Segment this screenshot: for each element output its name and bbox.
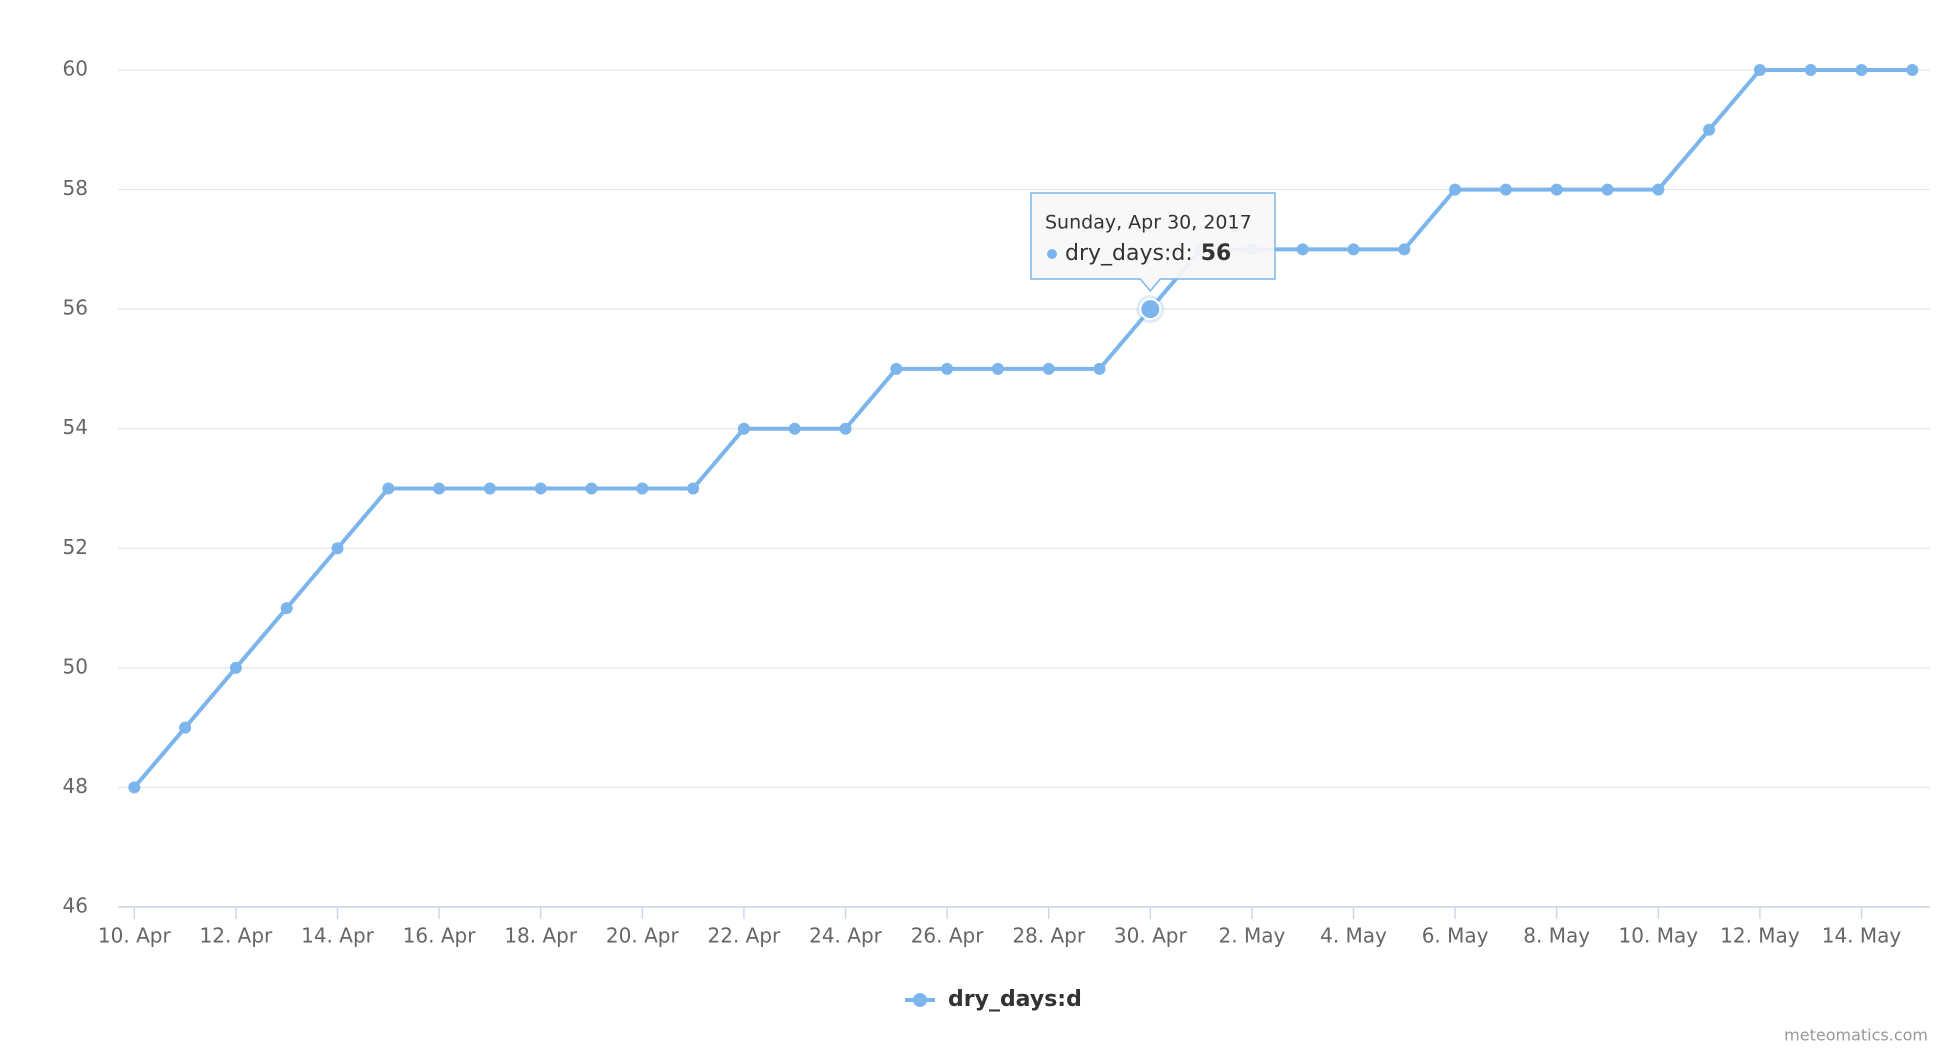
point	[483, 482, 496, 495]
point	[687, 482, 700, 495]
point	[1449, 183, 1462, 196]
point	[1906, 64, 1919, 76]
x-tick-label: 16. Apr	[403, 924, 477, 948]
x-tick-label: 30. Apr	[1114, 924, 1188, 948]
point	[1398, 243, 1411, 256]
y-tick-label: 54	[63, 415, 88, 439]
point	[1347, 243, 1360, 256]
point	[1550, 183, 1563, 196]
series-line	[132, 68, 1913, 789]
x-tick-label: 4. May	[1320, 924, 1387, 948]
tooltip-row: dry_days:d: 56	[1065, 241, 1231, 266]
point	[839, 422, 852, 435]
point	[1804, 64, 1817, 76]
x-tick-label: 6. May	[1422, 924, 1489, 948]
x-tick-label: 10. Apr	[98, 924, 172, 948]
point	[585, 482, 598, 495]
y-tick-label: 46	[63, 894, 88, 918]
y-tick-label: 52	[63, 535, 88, 559]
x-tick-label: 10. May	[1619, 924, 1699, 948]
y-tick-label: 50	[63, 654, 88, 678]
hover-point	[1139, 298, 1162, 321]
tooltip-title: Sunday, Apr 30, 2017	[1045, 212, 1252, 234]
x-tick-label: 12. Apr	[200, 924, 274, 948]
x-tick-label: 14. Apr	[301, 924, 375, 948]
legend-symbol	[913, 993, 927, 1007]
y-tick-label: 58	[63, 176, 88, 200]
y-tick-label: 60	[63, 57, 88, 81]
x-tick-label: 18. Apr	[504, 924, 578, 948]
x-tick-label: 22. Apr	[708, 924, 782, 948]
point	[788, 422, 801, 435]
tooltip-label: dry_days:d:	[1065, 241, 1193, 266]
legend-label: dry_days:d	[948, 987, 1082, 1012]
point	[128, 781, 141, 794]
point	[1093, 362, 1106, 375]
point	[1703, 123, 1716, 136]
point	[1855, 64, 1868, 76]
point	[280, 602, 293, 615]
tooltip-value: 56	[1201, 241, 1232, 266]
y-tick-label: 48	[63, 774, 88, 798]
point	[229, 661, 242, 674]
point	[890, 362, 903, 375]
x-tick-label: 24. Apr	[809, 924, 883, 948]
x-tick-label: 14. May	[1822, 924, 1902, 948]
point	[179, 721, 192, 734]
point	[1601, 183, 1614, 196]
point	[1652, 183, 1665, 196]
x-tick-label: 12. May	[1720, 924, 1800, 948]
point	[382, 482, 395, 495]
x-tick-label: 26. Apr	[911, 924, 985, 948]
credit: meteomatics.com	[1784, 1026, 1928, 1045]
tooltip-symbol	[1047, 249, 1057, 259]
x-tick-label: 8. May	[1523, 924, 1590, 948]
point	[331, 542, 344, 555]
point	[1296, 243, 1309, 256]
point	[1753, 64, 1766, 76]
x-tick-label: 2. May	[1219, 924, 1286, 948]
point	[737, 422, 750, 435]
x-tick-label: 20. Apr	[606, 924, 680, 948]
x-tick-label: 28. Apr	[1012, 924, 1086, 948]
point	[991, 362, 1004, 375]
point	[433, 482, 446, 495]
y-tick-label: 56	[63, 296, 88, 320]
point	[1042, 362, 1055, 375]
point	[534, 482, 547, 495]
point	[941, 362, 954, 375]
point	[636, 482, 649, 495]
tooltip-box	[1030, 192, 1276, 293]
point	[1499, 183, 1512, 196]
